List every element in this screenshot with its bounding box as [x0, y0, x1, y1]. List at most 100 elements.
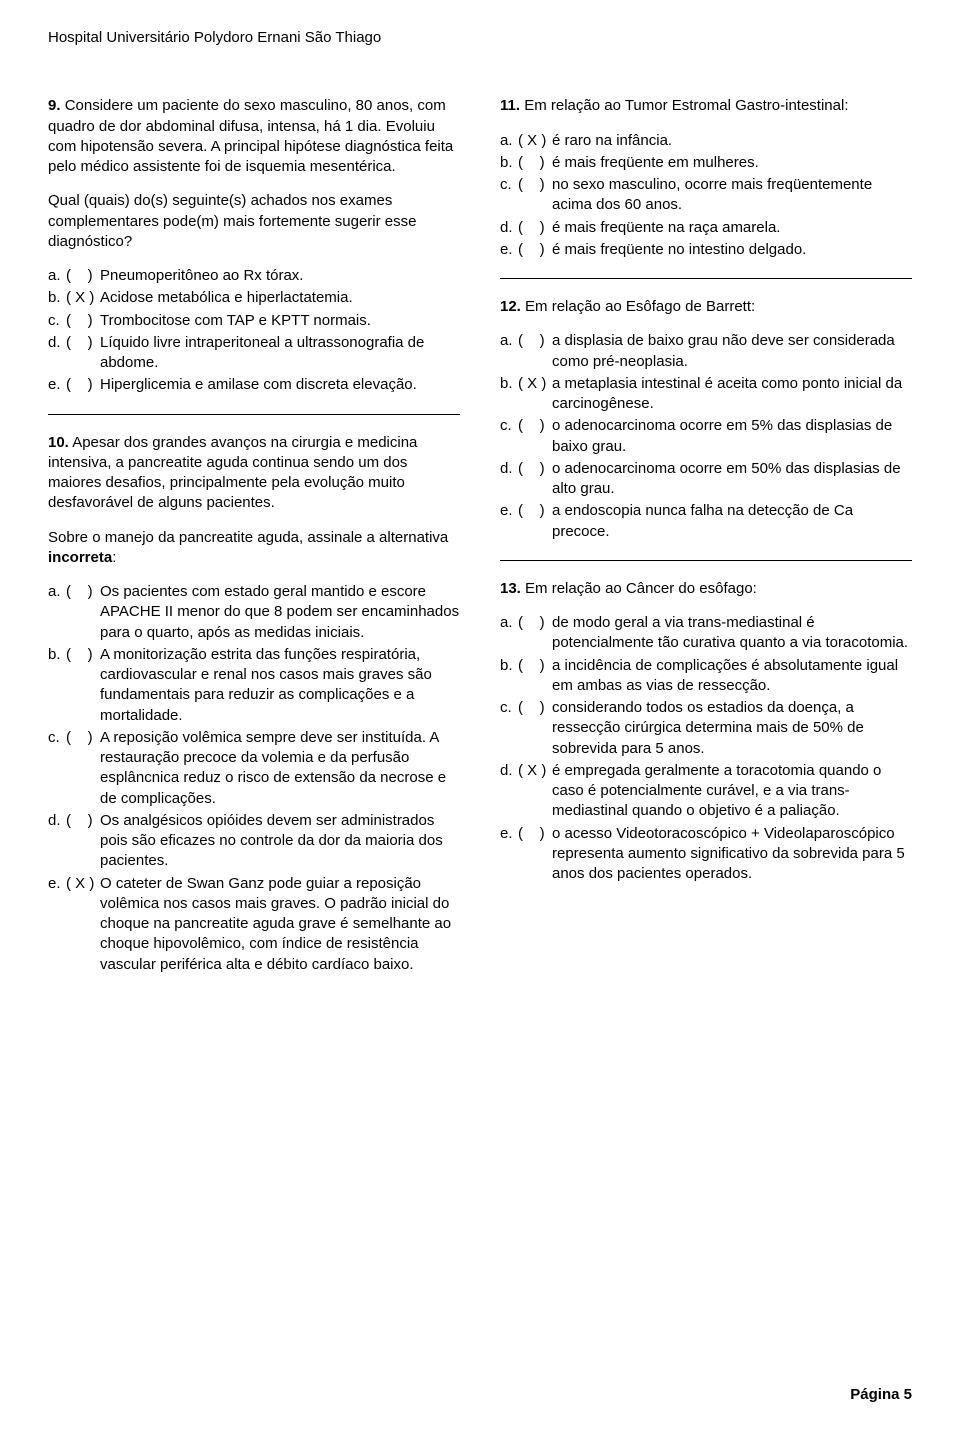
option-mark: ( ): [518, 240, 552, 260]
option-mark: ( ): [518, 656, 552, 697]
option-row: c.( )no sexo masculino, ocorre mais freq…: [500, 175, 912, 216]
q9-stem-2: Qual (quais) do(s) seguinte(s) achados n…: [48, 191, 460, 252]
option-text: Os pacientes com estado geral mantido e …: [100, 582, 460, 643]
divider: [500, 560, 912, 561]
option-row: e.( )o acesso Videotoracoscópico + Video…: [500, 824, 912, 885]
option-row: e.( )Hiperglicemia e amilase com discret…: [48, 375, 460, 395]
question-10: 10. Apesar dos grandes avanços na cirurg…: [48, 433, 460, 975]
option-mark: ( ): [518, 501, 552, 542]
option-letter: d.: [500, 761, 518, 822]
option-letter: e.: [48, 375, 66, 395]
option-row: e.( )a endoscopia nunca falha na detecçã…: [500, 501, 912, 542]
option-text: é mais freqüente no intestino delgado.: [552, 240, 912, 260]
option-mark: ( ): [518, 459, 552, 500]
q10-text-2a: Sobre o manejo da pancreatite aguda, ass…: [48, 529, 448, 546]
option-row: d.( )Líquido livre intraperitoneal a ult…: [48, 333, 460, 374]
q10-text-2b: incorreta: [48, 549, 112, 566]
q13-options: a.( )de modo geral a via trans-mediastin…: [500, 613, 912, 884]
option-text: o adenocarcinoma ocorre em 50% das displ…: [552, 459, 912, 500]
q10-text-2c: :: [112, 549, 116, 566]
option-text: a metaplasia intestinal é aceita como po…: [552, 374, 912, 415]
option-letter: c.: [500, 175, 518, 216]
option-letter: d.: [48, 333, 66, 374]
option-letter: b.: [500, 374, 518, 415]
option-mark: ( ): [518, 218, 552, 238]
q10-options: a.( )Os pacientes com estado geral manti…: [48, 582, 460, 975]
option-letter: c.: [500, 416, 518, 457]
q9-number: 9.: [48, 97, 61, 114]
option-row: b.( X )a metaplasia intestinal é aceita …: [500, 374, 912, 415]
option-row: d.( )é mais freqüente na raça amarela.: [500, 218, 912, 238]
q9-text-1: Considere um paciente do sexo masculino,…: [48, 97, 453, 175]
option-letter: b.: [48, 288, 66, 308]
option-row: d.( X )é empregada geralmente a toracoto…: [500, 761, 912, 822]
option-mark: ( X ): [518, 761, 552, 822]
q13-stem: 13. Em relação ao Câncer do esôfago:: [500, 579, 912, 599]
option-mark: ( ): [66, 811, 100, 872]
q12-stem: 12. Em relação ao Esôfago de Barrett:: [500, 297, 912, 317]
q13-number: 13.: [500, 580, 521, 597]
option-mark: ( ): [518, 175, 552, 216]
option-mark: ( ): [518, 613, 552, 654]
option-row: c.( )A reposição volêmica sempre deve se…: [48, 728, 460, 809]
option-mark: ( ): [518, 331, 552, 372]
option-text: o acesso Videotoracoscópico + Videolapar…: [552, 824, 912, 885]
option-letter: d.: [48, 811, 66, 872]
q11-stem: 11. Em relação ao Tumor Estromal Gastro-…: [500, 96, 912, 116]
option-mark: ( ): [66, 645, 100, 726]
option-text: a endoscopia nunca falha na detecção de …: [552, 501, 912, 542]
q10-stem-1: 10. Apesar dos grandes avanços na cirurg…: [48, 433, 460, 514]
option-letter: c.: [48, 311, 66, 331]
option-row: e.( )é mais freqüente no intestino delga…: [500, 240, 912, 260]
question-12: 12. Em relação ao Esôfago de Barrett: a.…: [500, 297, 912, 542]
option-mark: ( ): [518, 416, 552, 457]
option-mark: ( ): [518, 153, 552, 173]
divider: [500, 278, 912, 279]
question-13: 13. Em relação ao Câncer do esôfago: a.(…: [500, 579, 912, 885]
q11-options: a.( X )é raro na infância.b.( )é mais fr…: [500, 131, 912, 261]
question-9: 9. Considere um paciente do sexo masculi…: [48, 96, 460, 395]
option-row: a.( )a displasia de baixo grau não deve …: [500, 331, 912, 372]
option-letter: a.: [500, 331, 518, 372]
q13-text: Em relação ao Câncer do esôfago:: [525, 580, 757, 597]
option-text: é empregada geralmente a toracotomia qua…: [552, 761, 912, 822]
page-footer: Página 5: [850, 1385, 912, 1405]
option-mark: ( ): [518, 698, 552, 759]
option-text: a incidência de complicações é absolutam…: [552, 656, 912, 697]
option-row: c.( )considerando todos os estadios da d…: [500, 698, 912, 759]
option-letter: b.: [500, 153, 518, 173]
option-mark: ( ): [518, 824, 552, 885]
option-text: A reposição volêmica sempre deve ser ins…: [100, 728, 460, 809]
q12-options: a.( )a displasia de baixo grau não deve …: [500, 331, 912, 542]
option-text: de modo geral a via trans-mediastinal é …: [552, 613, 912, 654]
option-text: é mais freqüente em mulheres.: [552, 153, 912, 173]
q10-text-1: Apesar dos grandes avanços na cirurgia e…: [48, 434, 417, 512]
option-mark: ( X ): [66, 874, 100, 975]
option-row: a.( )de modo geral a via trans-mediastin…: [500, 613, 912, 654]
option-letter: d.: [500, 459, 518, 500]
option-text: O cateter de Swan Ganz pode guiar a repo…: [100, 874, 460, 975]
option-row: a.( )Pneumoperitôneo ao Rx tórax.: [48, 266, 460, 286]
option-mark: ( ): [66, 375, 100, 395]
page-header: Hospital Universitário Polydoro Ernani S…: [48, 28, 912, 48]
option-text: A monitorização estrita das funções resp…: [100, 645, 460, 726]
option-letter: e.: [500, 240, 518, 260]
option-text: Líquido livre intraperitoneal a ultrasso…: [100, 333, 460, 374]
option-row: b.( )A monitorização estrita das funções…: [48, 645, 460, 726]
option-mark: ( ): [66, 582, 100, 643]
option-mark: ( ): [66, 333, 100, 374]
option-text: Trombocitose com TAP e KPTT normais.: [100, 311, 460, 331]
option-row: b.( )a incidência de complicações é abso…: [500, 656, 912, 697]
option-letter: e.: [500, 824, 518, 885]
q9-stem-1: 9. Considere um paciente do sexo masculi…: [48, 96, 460, 177]
option-mark: ( ): [66, 266, 100, 286]
option-row: d.( )o adenocarcinoma ocorre em 50% das …: [500, 459, 912, 500]
option-row: b.( X )Acidose metabólica e hiperlactate…: [48, 288, 460, 308]
option-letter: c.: [500, 698, 518, 759]
option-letter: b.: [500, 656, 518, 697]
option-text: o adenocarcinoma ocorre em 5% das displa…: [552, 416, 912, 457]
option-text: Pneumoperitôneo ao Rx tórax.: [100, 266, 460, 286]
option-letter: a.: [500, 613, 518, 654]
content-columns: 9. Considere um paciente do sexo masculi…: [48, 96, 912, 993]
option-row: a.( )Os pacientes com estado geral manti…: [48, 582, 460, 643]
